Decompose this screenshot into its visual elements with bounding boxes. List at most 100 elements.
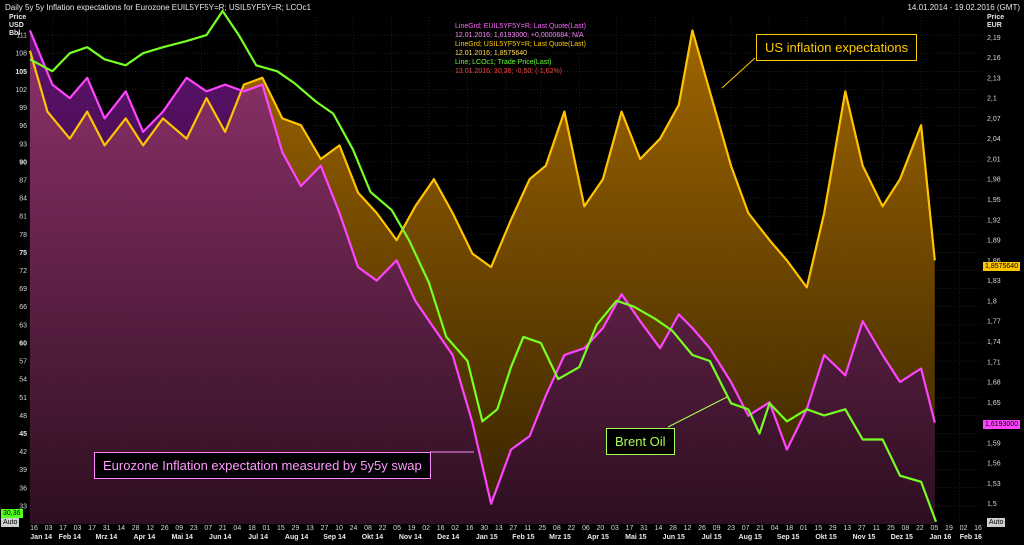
month-tick-label: Aug 14 xyxy=(285,534,308,541)
month-tick-label: Mai 15 xyxy=(625,534,647,541)
day-tick-label: 02 xyxy=(960,525,968,532)
day-tick-label: 19 xyxy=(945,525,953,532)
day-tick-label: 07 xyxy=(742,525,750,532)
tag-eu-last: 1,6193000 xyxy=(983,420,1021,429)
day-tick-label: 31 xyxy=(640,525,648,532)
day-tick-label: 29 xyxy=(829,525,837,532)
legend-eu-line2: 12.01.2016; 1,6193000; +0,0000684; N/A xyxy=(455,32,584,39)
left-tick-label: 72 xyxy=(19,268,27,275)
left-tick-label: 42 xyxy=(19,449,27,456)
day-tick-label: 04 xyxy=(233,525,241,532)
right-tick-label: 2,13 xyxy=(987,75,1001,82)
right-tick-label: 1,86 xyxy=(987,258,1001,265)
month-tick-label: Aug 15 xyxy=(739,534,762,541)
day-tick-label: 26 xyxy=(161,525,169,532)
day-tick-label: 12 xyxy=(684,525,692,532)
left-tick-label: 108 xyxy=(15,51,27,58)
month-tick-label: Jan 15 xyxy=(476,534,498,541)
right-tick-label: 2,01 xyxy=(987,156,1001,163)
right-tick-label: 1,95 xyxy=(987,197,1001,204)
tag-us-last: 1,8575640 xyxy=(983,262,1021,271)
callout-line-oil xyxy=(667,396,728,428)
left-axis-title-price: Price xyxy=(9,14,27,21)
day-tick-label: 29 xyxy=(292,525,300,532)
month-tick-label: Nov 14 xyxy=(399,534,422,541)
auto-left-button[interactable]: Auto xyxy=(1,518,20,527)
right-tick-label: 1,65 xyxy=(987,400,1001,407)
right-tick-label: 1,74 xyxy=(987,339,1001,346)
month-tick-label: Mrz 14 xyxy=(96,534,118,541)
day-tick-label: 17 xyxy=(59,525,67,532)
day-tick-label: 10 xyxy=(335,525,343,532)
day-tick-label: 28 xyxy=(132,525,140,532)
month-tick-label: Okt 14 xyxy=(362,534,384,541)
left-tick-label: 60 xyxy=(19,340,27,347)
chart-title: Daily 5y 5y Inflation expectations for E… xyxy=(5,3,311,12)
area-eu-inflation xyxy=(30,30,935,524)
day-tick-label: 22 xyxy=(916,525,924,532)
month-tick-label: Jul 14 xyxy=(248,534,268,541)
left-tick-label: 57 xyxy=(19,359,27,366)
day-tick-label: 01 xyxy=(262,525,270,532)
right-axis-title-price: Price xyxy=(987,14,1005,21)
left-tick-label: 87 xyxy=(19,177,27,184)
month-tick-label: Jun 14 xyxy=(209,534,231,541)
day-tick-label: 01 xyxy=(800,525,808,532)
annotation-brent: Brent Oil xyxy=(606,428,675,455)
month-tick-label: Okt 15 xyxy=(815,534,837,541)
month-tick-label: Feb 15 xyxy=(512,534,534,541)
right-tick-label: 1,77 xyxy=(987,319,1001,326)
month-tick-label: Jun 15 xyxy=(663,534,685,541)
left-axis-title-usd: USD xyxy=(9,22,24,29)
left-tick-label: 39 xyxy=(19,467,27,474)
series-line-eu xyxy=(28,30,936,505)
day-tick-label: 03 xyxy=(611,525,619,532)
auto-right-button[interactable]: Auto xyxy=(987,518,1006,527)
right-axis-ticks: 1,51,531,561,591,621,651,681,711,741,771… xyxy=(987,35,1001,508)
legend-oil-line2: 13.01.2016; 30,36; -0,50; (-1,62%) xyxy=(455,68,563,75)
day-tick-label: 06 xyxy=(582,525,590,532)
left-tick-label: 45 xyxy=(19,431,27,438)
legend-us-line1: LineGrd; USIL5YF5Y=R; Last Quote(Last) xyxy=(455,41,586,48)
left-tick-label: 78 xyxy=(19,232,27,239)
left-tick-label: 36 xyxy=(19,485,27,492)
right-tick-label: 1,68 xyxy=(987,380,1001,387)
day-tick-label: 22 xyxy=(379,525,387,532)
day-tick-label: 05 xyxy=(393,525,401,532)
day-tick-label: 11 xyxy=(524,525,531,532)
day-tick-label: 07 xyxy=(204,525,212,532)
right-axis-title-eur: EUR xyxy=(987,22,1002,29)
right-tick-label: 2,1 xyxy=(987,96,997,103)
series-line-oil xyxy=(29,9,938,523)
right-tick-label: 1,59 xyxy=(987,440,1001,447)
left-axis-title-bbl: Bbl xyxy=(9,30,21,37)
right-tick-label: 1,83 xyxy=(987,278,1001,285)
month-tick-label: Dez 15 xyxy=(891,534,913,541)
day-tick-label: 09 xyxy=(713,525,721,532)
x-axis-ticks: Jan 14 Feb 14 Mrz 14 Apr 14 Mai 14 Jun 14 Jul … xyxy=(30,525,982,541)
legend-oil-line1: Line; LCOc1; Trade Price(Last) xyxy=(455,59,552,66)
day-tick-label: 13 xyxy=(306,525,314,532)
left-tick-label: 63 xyxy=(19,322,27,329)
day-tick-label: 31 xyxy=(103,525,111,532)
day-tick-label: 20 xyxy=(597,525,605,532)
month-tick-label: Sep 14 xyxy=(323,534,346,541)
left-tick-label: 105 xyxy=(15,69,27,76)
tag-oil-last: 30,36 xyxy=(1,509,23,518)
month-tick-label: Apr 14 xyxy=(133,534,155,541)
day-tick-label: 15 xyxy=(814,525,822,532)
day-tick-label: 03 xyxy=(45,525,53,532)
day-tick-label: 28 xyxy=(669,525,677,532)
right-tick-label: 1,71 xyxy=(987,359,1001,366)
left-tick-label: 54 xyxy=(19,377,27,384)
day-tick-label: 19 xyxy=(408,525,416,532)
left-axis-ticks: 33 36 39 42 45 48 51 54 57 60 63 66 69 72 75 78 81 84 87 90… xyxy=(15,33,27,511)
month-tick-label: Jan 14 xyxy=(30,534,52,541)
legend-eu-line1: LineGrd; EUIL5YF5Y=R; Last Quote(Last) xyxy=(455,23,586,30)
month-tick-label: Sep 15 xyxy=(777,534,800,541)
day-tick-label: 25 xyxy=(538,525,546,532)
left-tick-label: 48 xyxy=(19,413,27,420)
day-tick-label: 09 xyxy=(175,525,183,532)
day-tick-label: 13 xyxy=(495,525,503,532)
